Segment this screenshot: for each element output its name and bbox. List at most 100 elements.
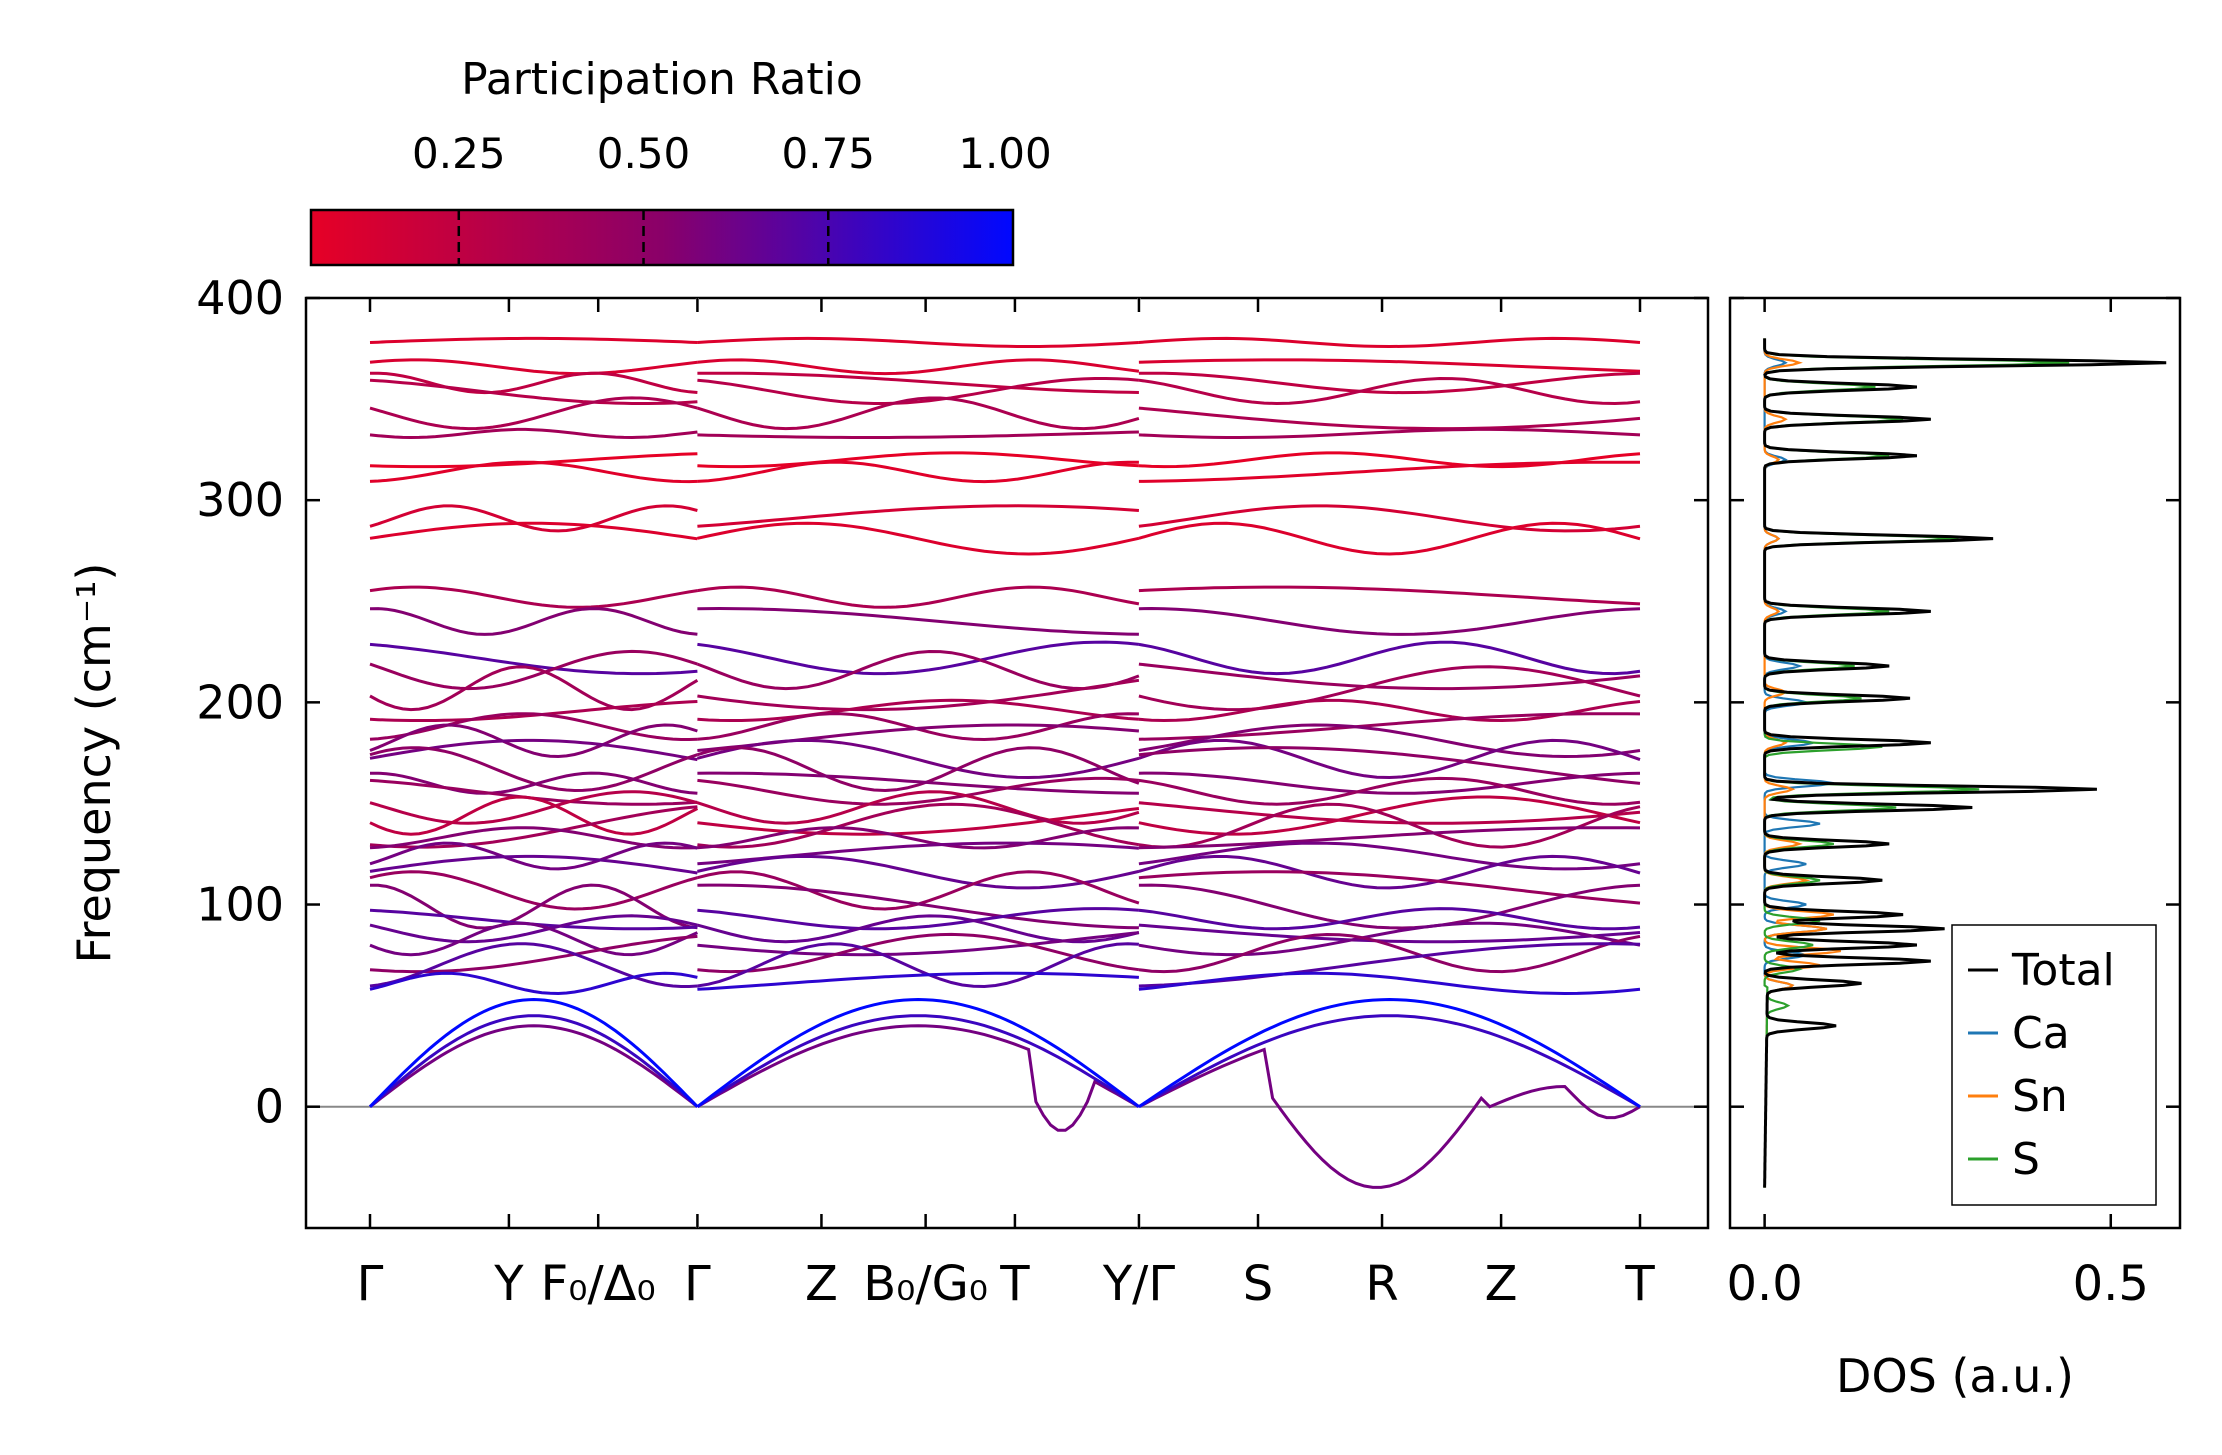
colorbar-gradient	[309, 208, 1015, 267]
optical-band	[369, 738, 698, 762]
optical-band	[369, 908, 698, 931]
y-tick-label: 200	[196, 675, 284, 729]
optical-band	[369, 585, 698, 609]
optical-band	[1138, 841, 1641, 871]
optical-band	[697, 430, 1139, 439]
optical-band	[1138, 665, 1641, 712]
colorbar-tick-label: 0.25	[412, 129, 506, 178]
optical-band	[697, 585, 1140, 609]
acoustic-band	[696, 1024, 1140, 1132]
optical-band	[697, 504, 1140, 528]
optical-band	[697, 807, 1140, 836]
optical-band	[697, 371, 1139, 394]
y-tick-label: 400	[196, 271, 284, 325]
acoustic-band	[696, 1014, 1140, 1108]
dos-panel: 0.0 0.5 DOS (a.u.) Total Ca Sn S	[1726, 296, 2182, 1403]
optical-band	[1138, 932, 1641, 974]
optical-band	[1138, 427, 1641, 439]
optical-band	[1138, 883, 1641, 930]
optical-band	[1138, 776, 1641, 806]
optical-band	[369, 971, 698, 996]
dos-series-total	[1763, 338, 2167, 1188]
optical-band	[697, 460, 1139, 484]
y-tick-label: 0	[255, 1080, 284, 1134]
optical-band	[369, 378, 698, 405]
optical-band	[369, 723, 698, 759]
optical-band	[1138, 746, 1641, 785]
optical-band	[1138, 406, 1641, 431]
optical-band	[1138, 723, 1641, 759]
optical-band	[697, 606, 1139, 636]
x-axis-label-dos: DOS (a.u.)	[1836, 1349, 2074, 1403]
optical-band	[369, 642, 698, 676]
kpoint-label: B₀/G₀	[863, 1256, 988, 1312]
colorbar: Participation Ratio 0.25 0.50 0.75 1.00	[309, 54, 1052, 267]
optical-band	[1138, 371, 1641, 395]
optical-band	[697, 738, 1140, 780]
optical-band	[1138, 376, 1641, 406]
optical-band	[369, 854, 698, 875]
dos-x-tick-label: 0.5	[2073, 1256, 2149, 1312]
dos-series-sn	[1763, 338, 1841, 1188]
acoustic-band	[369, 1014, 699, 1108]
optical-band	[1138, 907, 1641, 931]
optical-band	[1138, 738, 1641, 780]
dos-plot-frame	[1728, 296, 2182, 1230]
optical-band	[369, 649, 698, 691]
kpoint-label: R	[1365, 1256, 1398, 1312]
optical-band	[697, 971, 1139, 991]
optical-band	[697, 723, 1140, 752]
acoustic-band	[368, 997, 699, 1108]
optical-band	[697, 377, 1140, 405]
kpoint-label: Y/Γ	[1102, 1256, 1175, 1312]
optical-band	[697, 883, 1139, 930]
optical-band	[1138, 801, 1641, 825]
optical-band	[369, 452, 698, 469]
optical-band	[369, 460, 698, 484]
kpoint-label: Z	[805, 1256, 838, 1312]
kpoint-label: S	[1243, 1256, 1273, 1312]
optical-band	[1138, 923, 1641, 944]
y-tick-label: 300	[196, 473, 284, 527]
acoustic-band	[1138, 997, 1641, 1108]
optical-band	[1138, 358, 1641, 373]
optical-band	[369, 358, 698, 376]
optical-band	[697, 678, 1140, 712]
colorbar-tick-label: 0.50	[597, 129, 691, 178]
optical-band	[369, 942, 698, 988]
optical-band	[369, 427, 698, 440]
optical-band	[1138, 460, 1641, 483]
optical-band	[1138, 336, 1641, 349]
y-tick-label: 100	[196, 878, 284, 932]
optical-band	[369, 521, 698, 541]
kpoint-label: Γ	[684, 1256, 711, 1312]
optical-band	[697, 771, 1139, 795]
optical-band	[1138, 854, 1641, 890]
legend-label: Ca	[2012, 1008, 2070, 1059]
optical-band	[697, 776, 1140, 806]
optical-band	[369, 371, 698, 395]
acoustic-band	[369, 1024, 699, 1108]
optical-band	[1138, 640, 1641, 676]
optical-band	[1138, 971, 1641, 996]
optical-band	[369, 712, 698, 741]
optical-band	[697, 336, 1139, 348]
optical-band	[1138, 585, 1641, 606]
optical-band	[697, 521, 1140, 556]
optical-band	[697, 931, 1140, 957]
dos-x-tick-label: 0.0	[1726, 1256, 1802, 1312]
legend-label: Sn	[2012, 1071, 2068, 1122]
optical-band	[696, 746, 1140, 793]
legend-label: Total	[2011, 945, 2115, 996]
band-plot-frame	[304, 296, 1710, 1230]
optical-band	[697, 854, 1140, 890]
optical-band	[369, 921, 699, 957]
optical-band	[696, 790, 1140, 825]
optical-band	[1138, 870, 1641, 905]
optical-band	[369, 396, 698, 431]
kpoint-label: T	[1624, 1256, 1655, 1312]
optical-band	[697, 826, 1139, 850]
optical-band	[697, 698, 1140, 722]
optical-band	[697, 932, 1140, 974]
